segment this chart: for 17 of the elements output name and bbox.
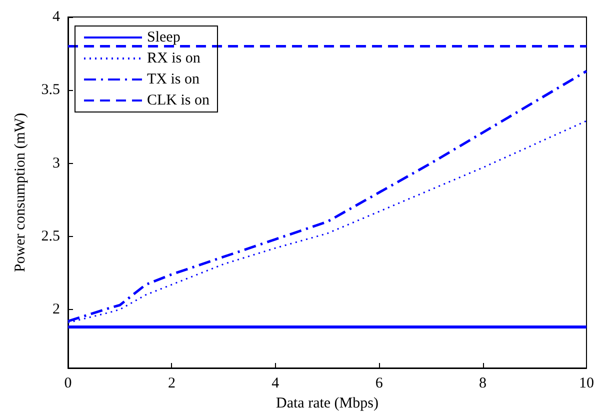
x-tick-label: 10: [579, 376, 594, 392]
y-tick-label: 2: [52, 302, 60, 318]
y-tick-label: 3.5: [41, 82, 60, 98]
legend-label: RX is on: [147, 50, 201, 66]
y-tick-label: 2.5: [41, 228, 60, 244]
legend-label: CLK is on: [147, 92, 210, 108]
y-axis-title: Power consumption (mW): [12, 112, 28, 272]
y-tick-label: 4: [52, 9, 60, 25]
legend-label: TX is on: [147, 72, 200, 88]
x-tick-label: 6: [375, 376, 384, 392]
x-axis-title: Data rate (Mbps): [276, 395, 378, 412]
legend-label: Sleep: [147, 30, 180, 46]
x-tick-label: 0: [64, 376, 72, 392]
x-tick-label: 2: [168, 376, 176, 392]
y-tick-label: 3: [52, 155, 60, 172]
x-tick-label: 4: [272, 376, 280, 392]
x-tick-label: 8: [479, 376, 487, 392]
